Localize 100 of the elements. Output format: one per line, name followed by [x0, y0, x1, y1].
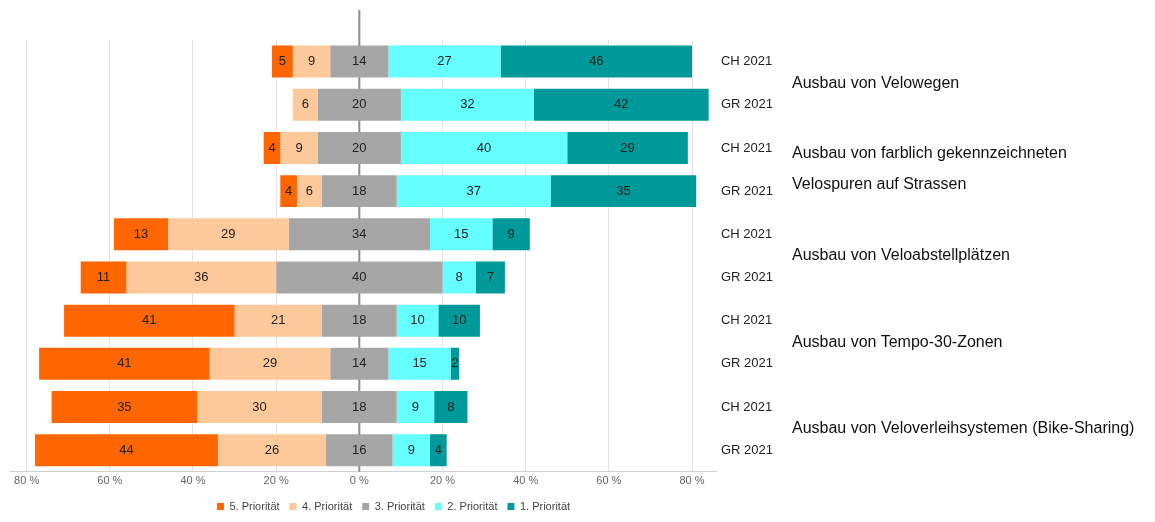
x-tick-label: 60 % — [596, 474, 622, 487]
x-tick-label: 20 % — [263, 474, 289, 487]
bar — [400, 88, 534, 121]
data-label: 42 — [614, 96, 629, 112]
bar — [492, 218, 530, 251]
y-tick-label: CH 2021 — [720, 398, 773, 414]
y-tick-label: GR 2021 — [720, 441, 774, 457]
data-label: 11 — [96, 269, 111, 285]
bar — [271, 45, 293, 78]
bar — [51, 391, 198, 424]
data-label: 4 — [285, 182, 293, 198]
bar — [317, 131, 401, 164]
data-label: 15 — [453, 225, 469, 241]
bar — [392, 434, 431, 467]
text: Ausbau von Veloverleihsystemen (Bike-Sharing) — [792, 419, 1135, 437]
y-tick-label: GR 2021 — [720, 269, 774, 285]
bar — [400, 131, 568, 164]
data-label: 29 — [262, 355, 278, 371]
data-label: 18 — [352, 312, 367, 328]
bar — [500, 45, 693, 78]
bar — [430, 434, 447, 467]
bar — [330, 45, 389, 78]
data-label: 40 — [476, 139, 492, 155]
bar — [430, 218, 493, 251]
bar — [280, 131, 318, 164]
data-label: 21 — [271, 312, 286, 328]
bar — [321, 175, 397, 208]
data-label: 16 — [352, 441, 367, 457]
data-label: 37 — [466, 182, 481, 198]
data-label: 6 — [301, 96, 309, 112]
bar — [442, 261, 476, 294]
data-label: 15 — [412, 355, 427, 371]
bar — [292, 88, 318, 121]
x-tick-label: 80 % — [679, 474, 705, 487]
y-tick-label: CH 2021 — [720, 312, 773, 328]
y-tick-label: GR 2021 — [720, 355, 774, 371]
data-label: 6 — [305, 182, 314, 198]
data-label: 35 — [117, 398, 132, 414]
data-label: 34 — [352, 225, 367, 241]
bar — [292, 45, 331, 78]
data-label: 44 — [119, 441, 134, 457]
data-label: 29 — [221, 225, 236, 241]
legend-label: 3. Priorität — [374, 499, 425, 512]
data-label: 20 — [352, 96, 367, 112]
bar — [288, 218, 431, 251]
bar — [567, 131, 688, 164]
data-label: 18 — [352, 398, 367, 414]
bar — [34, 434, 218, 467]
text: Ausbau von Tempo-30-Zonen — [792, 332, 1003, 350]
bar — [64, 304, 235, 337]
bar — [434, 391, 468, 424]
bar — [317, 88, 401, 121]
bar — [280, 175, 297, 208]
data-label: 35 — [616, 182, 631, 198]
text: Ausbau von Velowegen — [792, 73, 960, 91]
bar — [550, 175, 697, 208]
x-tick-label: 0 % — [349, 474, 370, 487]
x-tick-label: 40 % — [513, 474, 539, 487]
x-tick-label: 80 % — [14, 474, 40, 487]
text: Ausbau von Veloabstellplätzen — [792, 246, 1010, 264]
bar — [321, 391, 397, 424]
bar — [276, 261, 443, 294]
data-label: 36 — [194, 269, 209, 285]
data-label: 40 — [352, 269, 367, 285]
bar — [475, 261, 505, 294]
y-tick-label: GR 2021 — [720, 96, 774, 112]
legend-label: 2. Priorität — [447, 499, 498, 512]
bar — [197, 391, 322, 424]
bar — [396, 304, 439, 337]
data-label: 18 — [352, 182, 367, 198]
data-label: 29 — [620, 139, 635, 155]
data-label: 9 — [411, 398, 420, 414]
data-label: 7 — [486, 269, 494, 285]
data-label: 9 — [407, 441, 415, 457]
bar — [39, 347, 210, 380]
bar — [209, 347, 331, 380]
data-label: 10 — [451, 312, 467, 328]
data-label: 14 — [352, 355, 367, 371]
legend-label: 5. Priorität — [229, 499, 280, 512]
data-label: 2 — [451, 355, 459, 371]
bar — [80, 261, 127, 294]
bar — [321, 304, 397, 337]
bar — [126, 261, 277, 294]
bar — [217, 434, 327, 467]
text: Ausbau von farblich gekennzeichneten Velospuren auf Strassen — [792, 144, 1067, 193]
data-label: 5 — [278, 53, 287, 69]
data-label: 30 — [252, 398, 267, 414]
data-label: 8 — [455, 269, 463, 285]
y-tick-label: CH 2021 — [720, 139, 773, 155]
bar — [296, 175, 322, 208]
data-label: 32 — [460, 96, 475, 112]
bar — [113, 218, 169, 251]
data-label: 4 — [434, 441, 442, 457]
data-label: 8 — [447, 398, 455, 414]
y-tick-label: CH 2021 — [720, 53, 773, 69]
bar — [396, 391, 435, 424]
data-label: 10 — [410, 312, 425, 328]
data-label: 20 — [352, 139, 367, 155]
legend-label: 4. Priorität — [302, 499, 353, 512]
data-label: 14 — [352, 53, 367, 69]
